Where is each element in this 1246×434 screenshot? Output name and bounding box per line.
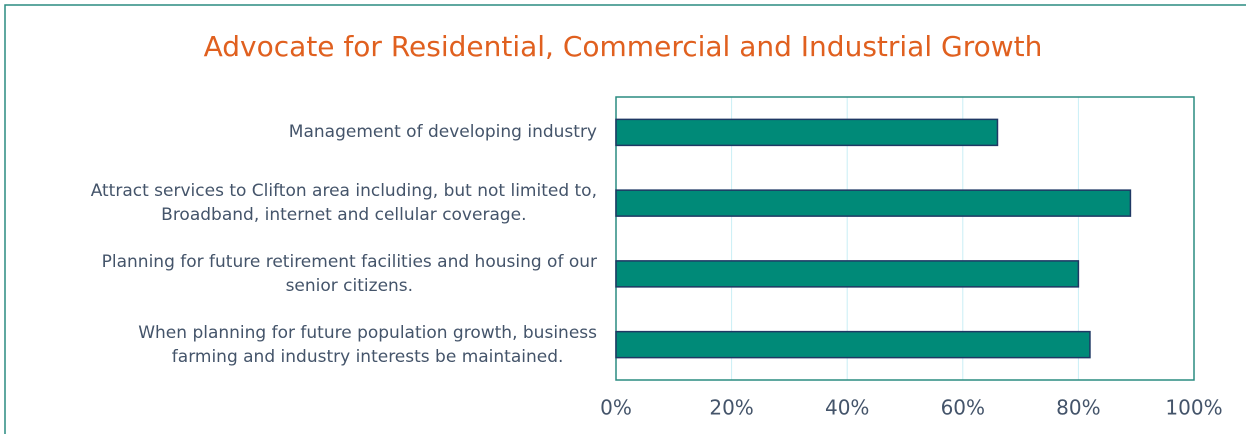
y-tick-label: Attract services to Clifton area includi… bbox=[90, 181, 597, 226]
y-tick-label: Planning for future retirement facilitie… bbox=[101, 251, 597, 296]
y-tick-label: Management of developing industry bbox=[288, 122, 597, 143]
bar bbox=[615, 330, 1091, 359]
x-tick-label: 0% bbox=[600, 396, 632, 420]
bar bbox=[615, 118, 999, 147]
x-tick-label: 40% bbox=[825, 396, 869, 420]
chart-title: Advocate for Residential, Commercial and… bbox=[204, 30, 1043, 63]
y-tick-label: When planning for future population grow… bbox=[138, 322, 597, 367]
plot-border bbox=[615, 96, 1195, 381]
x-tick-label: 80% bbox=[1056, 396, 1100, 420]
x-tick-label: 100% bbox=[1165, 396, 1222, 420]
bar bbox=[615, 189, 1132, 217]
x-tick-label: 20% bbox=[709, 396, 753, 420]
bar bbox=[615, 260, 1080, 288]
x-tick-label: 60% bbox=[941, 396, 985, 420]
frame bbox=[4, 4, 1246, 434]
